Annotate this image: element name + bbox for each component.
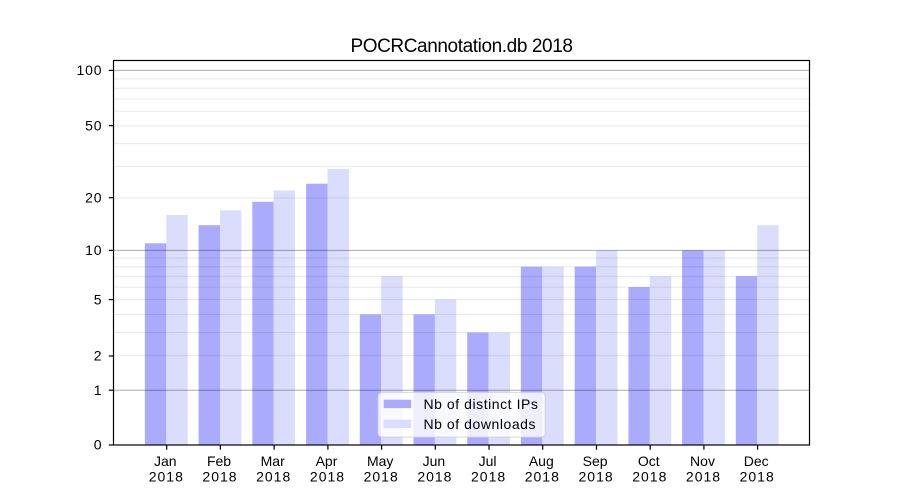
svg-text:2018: 2018: [740, 468, 775, 484]
svg-text:10: 10: [85, 242, 102, 258]
svg-text:2018: 2018: [632, 468, 667, 484]
svg-text:May: May: [367, 453, 393, 469]
svg-text:20: 20: [85, 189, 102, 205]
svg-text:Mar: Mar: [261, 453, 285, 469]
svg-text:Jun: Jun: [423, 453, 446, 469]
svg-text:Jan: Jan: [154, 453, 177, 469]
svg-text:2018: 2018: [417, 468, 452, 484]
svg-text:Aug: Aug: [529, 453, 554, 469]
svg-text:100: 100: [77, 62, 103, 78]
svg-text:2: 2: [94, 348, 103, 364]
svg-text:2018: 2018: [686, 468, 721, 484]
svg-text:50: 50: [85, 117, 102, 133]
svg-text:Nov: Nov: [690, 453, 715, 469]
svg-text:Nb of downloads: Nb of downloads: [424, 416, 537, 432]
svg-text:0: 0: [94, 437, 103, 453]
svg-text:2018: 2018: [364, 468, 399, 484]
svg-text:Jul: Jul: [479, 453, 497, 469]
svg-text:2018: 2018: [310, 468, 345, 484]
svg-text:1: 1: [94, 382, 103, 398]
svg-text:Sep: Sep: [583, 453, 608, 469]
svg-text:2018: 2018: [149, 468, 184, 484]
svg-text:Dec: Dec: [744, 453, 769, 469]
svg-text:2018: 2018: [579, 468, 614, 484]
svg-text:2018: 2018: [202, 468, 237, 484]
svg-text:Oct: Oct: [638, 453, 660, 469]
svg-text:5: 5: [94, 291, 103, 307]
svg-text:2018: 2018: [471, 468, 506, 484]
svg-text:2018: 2018: [256, 468, 291, 484]
svg-text:Apr: Apr: [316, 453, 338, 469]
svg-text:POCRCannotation.db 2018: POCRCannotation.db 2018: [350, 36, 572, 57]
svg-text:2018: 2018: [525, 468, 560, 484]
svg-text:Feb: Feb: [207, 453, 231, 469]
svg-text:Nb of distinct IPs: Nb of distinct IPs: [424, 396, 539, 412]
